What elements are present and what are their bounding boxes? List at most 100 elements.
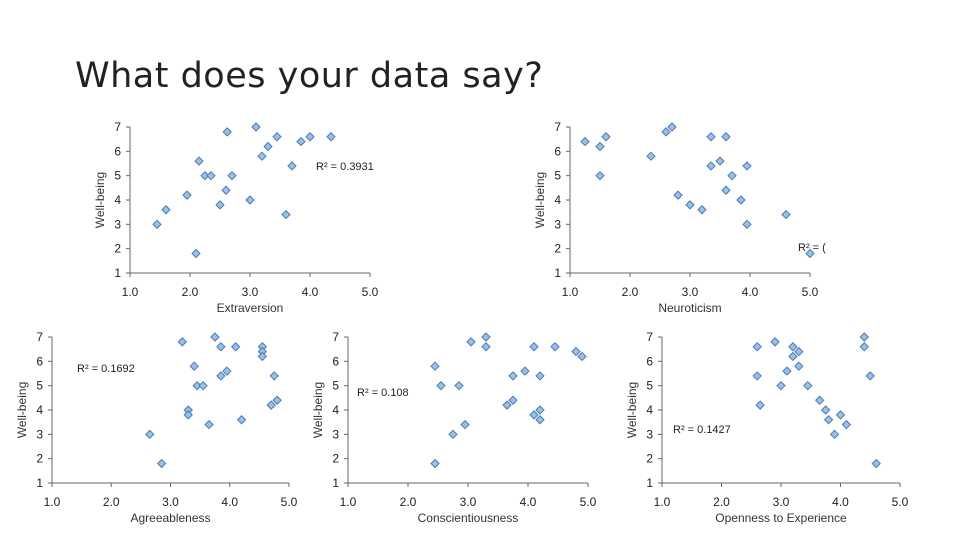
extraversion-x-tick-label: 5.0	[362, 285, 379, 299]
agreeableness-data-point	[272, 395, 282, 405]
openness-to-experience-y-tick-label: 2	[646, 452, 653, 466]
conscientiousness-y-tick-label: 2	[332, 452, 339, 466]
openness-to-experience-data-point	[859, 332, 870, 342]
agreeableness-x-tick-label: 2.0	[103, 495, 120, 509]
neuroticism-data-point	[706, 132, 716, 142]
agreeableness-y-tick-label: 1	[36, 476, 43, 490]
extraversion-data-point	[161, 205, 171, 215]
openness-to-experience-data-point	[841, 419, 852, 430]
openness-to-experience-data-point	[794, 346, 804, 357]
conscientiousness-data-point	[529, 342, 539, 352]
extraversion-y-tick-label: 6	[114, 144, 121, 158]
conscientiousness-y-axis-label: Well-being	[311, 382, 325, 438]
agreeableness-y-tick-label: 7	[36, 330, 43, 344]
agreeableness-data-point	[266, 400, 276, 410]
openness-to-experience-data-point	[788, 342, 798, 352]
openness-to-experience-data-point	[782, 366, 792, 376]
conscientiousness-data-point	[529, 410, 539, 420]
agreeableness-y-tick-label: 6	[36, 354, 43, 368]
openness-to-experience-r-squared-label: R² = 0.1427	[673, 424, 731, 436]
agreeableness-data-point	[189, 361, 199, 371]
conscientiousness-x-tick-label: 1.0	[340, 495, 357, 509]
extraversion-data-point	[191, 248, 201, 259]
neuroticism-data-point	[673, 190, 683, 200]
conscientiousness-x-tick-label: 3.0	[460, 495, 477, 509]
neuroticism-data-point	[781, 209, 791, 220]
neuroticism-x-axis-label: Neuroticism	[658, 301, 721, 315]
agreeableness-y-tick-label: 4	[36, 403, 43, 417]
neuroticism-y-tick-label: 1	[554, 266, 561, 280]
openness-to-experience-x-tick-label: 2.0	[713, 495, 730, 509]
conscientiousness-y-tick-label: 1	[332, 476, 339, 490]
conscientiousness-data-point	[430, 361, 440, 371]
agreeableness-data-point	[257, 351, 268, 362]
conscientiousness-y-tick-label: 7	[332, 330, 339, 344]
openness-to-experience-data-point	[814, 395, 825, 405]
conscientiousness-y-tick-label: 4	[332, 403, 339, 417]
neuroticism-x-tick-label: 2.0	[622, 285, 639, 299]
openness-to-experience-data-point	[776, 380, 786, 391]
extraversion-y-axis-label: Well-being	[93, 172, 107, 228]
openness-to-experience-data-point	[770, 337, 780, 347]
conscientiousness-data-point	[466, 337, 476, 347]
neuroticism-data-point	[721, 185, 731, 195]
conscientiousness-data-point	[508, 371, 518, 381]
openness-to-experience-y-tick-label: 7	[646, 330, 653, 344]
extraversion-data-point	[182, 190, 192, 200]
neuroticism-data-point	[715, 156, 725, 166]
conscientiousness-data-point	[481, 342, 491, 352]
agreeableness-data-point	[269, 371, 279, 381]
agreeableness-data-point	[156, 458, 167, 469]
extraversion-x-tick-label: 1.0	[122, 285, 139, 299]
extraversion-x-axis-label: Extraversion	[217, 301, 284, 315]
chart-agreeableness: 1 2 3 4 5 6 7 1.0 2.0 3.0 4.0 5.0 Agreeableness Well-…	[15, 330, 298, 525]
extraversion-x-tick-label: 4.0	[302, 285, 319, 299]
agreeableness-data-point	[145, 429, 155, 440]
extraversion-data-point	[206, 170, 216, 181]
chart-extraversion: 1 2 3 4 5 6 7 1.0 2.0 3.0 4.0 5.0 Extraversion Well-b…	[93, 120, 379, 315]
conscientiousness-data-point	[535, 405, 545, 415]
conscientiousness-data-point	[436, 380, 446, 391]
extraversion-data-point	[263, 141, 273, 152]
neuroticism-y-tick-label: 7	[554, 120, 561, 134]
agreeableness-y-tick-label: 2	[36, 452, 43, 466]
conscientiousness-x-axis-label: Conscientiousness	[418, 511, 519, 525]
neuroticism-data-point	[706, 161, 716, 171]
openness-to-experience-data-point	[835, 410, 846, 420]
neuroticism-data-point	[805, 248, 815, 259]
extraversion-y-tick-label: 7	[114, 120, 121, 134]
neuroticism-data-point	[742, 161, 752, 171]
extraversion-y-tick-label: 4	[114, 193, 121, 207]
openness-to-experience-x-tick-label: 1.0	[654, 495, 671, 509]
neuroticism-data-point	[646, 151, 656, 161]
chart-neuroticism: 1 2 3 4 5 6 7 1.0 2.0 3.0 4.0 5.0 Neuroticism Well-be…	[533, 120, 826, 315]
extraversion-data-point	[221, 185, 231, 195]
openness-to-experience-y-tick-label: 5	[646, 379, 653, 393]
extraversion-data-point	[272, 132, 282, 142]
extraversion-data-point	[251, 122, 261, 132]
conscientiousness-y-tick-label: 5	[332, 379, 339, 393]
conscientiousness-data-point	[454, 380, 464, 391]
extraversion-data-point	[222, 127, 232, 137]
openness-to-experience-data-point	[829, 429, 840, 440]
openness-to-experience-data-point	[803, 380, 813, 391]
extraversion-y-tick-label: 5	[114, 169, 121, 183]
openness-to-experience-x-tick-label: 4.0	[832, 495, 849, 509]
agreeableness-data-point	[230, 342, 241, 352]
neuroticism-data-point	[667, 122, 677, 132]
conscientiousness-y-tick-label: 6	[332, 354, 339, 368]
neuroticism-x-tick-label: 4.0	[742, 285, 759, 299]
conscientiousness-data-point	[481, 332, 491, 342]
page-title: What does your data say?	[75, 56, 544, 96]
openness-to-experience-y-axis-label: Well-being	[625, 382, 639, 438]
extraversion-x-tick-label: 2.0	[182, 285, 199, 299]
openness-to-experience-data-point	[820, 405, 831, 415]
openness-to-experience-y-tick-label: 4	[646, 403, 653, 417]
openness-to-experience-x-axis-label: Openness to Experience	[715, 511, 847, 525]
conscientiousness-r-squared-label: R² = 0.108	[357, 387, 409, 399]
agreeableness-data-point	[183, 410, 193, 420]
agreeableness-data-point	[204, 419, 214, 430]
openness-to-experience-y-tick-label: 1	[646, 476, 653, 490]
conscientiousness-x-tick-label: 4.0	[520, 495, 537, 509]
conscientiousness-data-point	[535, 371, 545, 381]
